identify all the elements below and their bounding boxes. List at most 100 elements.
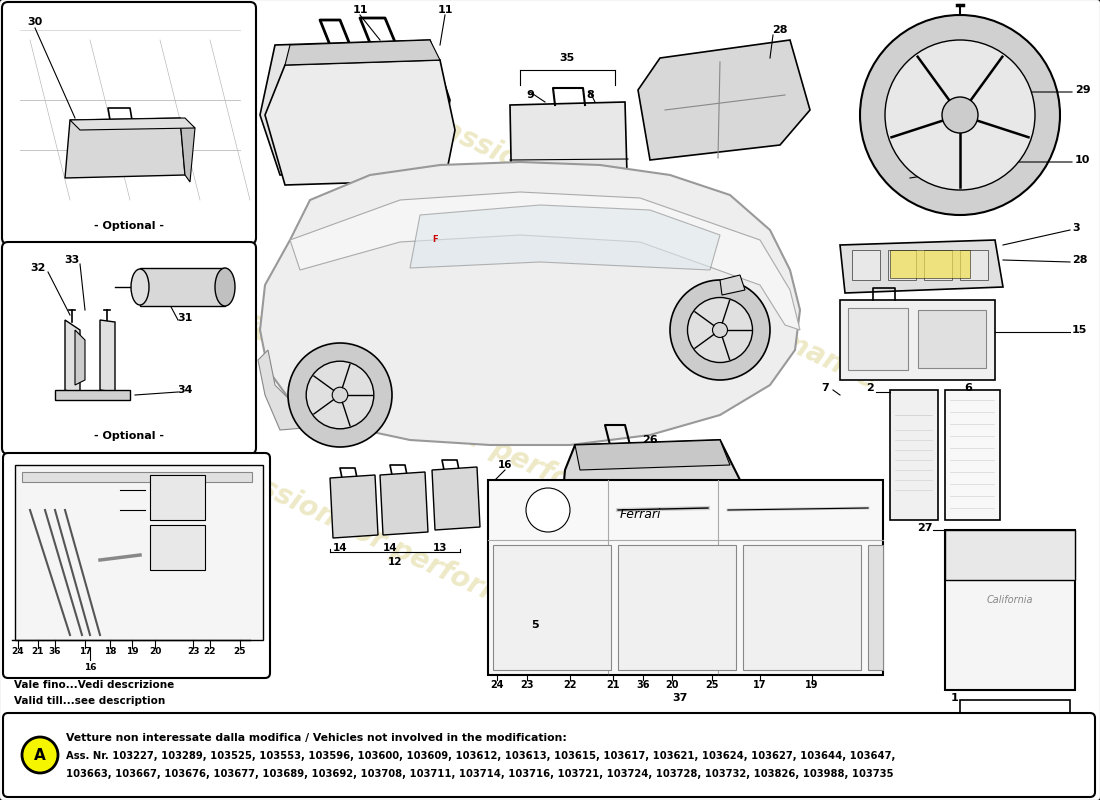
Text: 13: 13 — [432, 543, 448, 553]
Text: 14: 14 — [383, 543, 397, 553]
Polygon shape — [55, 390, 130, 400]
Bar — [15, 465, 263, 640]
Text: 21: 21 — [32, 647, 44, 657]
Text: passion for performance: passion for performance — [220, 456, 580, 644]
Polygon shape — [560, 440, 745, 570]
Text: 34: 34 — [177, 385, 192, 395]
Bar — [960, 700, 1070, 775]
Polygon shape — [510, 548, 530, 582]
Bar — [890, 250, 970, 278]
Text: Ferrari: Ferrari — [619, 509, 661, 522]
Ellipse shape — [131, 269, 149, 305]
Polygon shape — [258, 350, 340, 430]
Circle shape — [670, 280, 770, 380]
FancyBboxPatch shape — [2, 2, 256, 244]
Text: 29: 29 — [1075, 85, 1090, 95]
Text: 33: 33 — [65, 255, 79, 265]
Polygon shape — [290, 192, 800, 330]
Text: Vale fino...Vedi descrizione: Vale fino...Vedi descrizione — [14, 680, 174, 690]
Text: 23: 23 — [187, 647, 199, 657]
Polygon shape — [432, 467, 480, 530]
Bar — [924, 250, 952, 280]
Bar — [493, 545, 610, 670]
Text: - Optional -: - Optional - — [94, 221, 164, 231]
Text: 30: 30 — [28, 17, 43, 27]
Bar — [868, 545, 883, 670]
Circle shape — [860, 15, 1060, 215]
Text: 25: 25 — [233, 647, 246, 657]
Polygon shape — [720, 275, 745, 295]
Text: 24: 24 — [491, 680, 504, 690]
FancyBboxPatch shape — [3, 713, 1094, 797]
Polygon shape — [65, 320, 80, 395]
Polygon shape — [70, 118, 195, 130]
Text: 31: 31 — [177, 313, 192, 323]
Bar — [150, 475, 205, 520]
Polygon shape — [510, 102, 628, 213]
Bar — [22, 472, 252, 482]
Text: 16: 16 — [84, 663, 97, 673]
Text: passion for performance: passion for performance — [320, 356, 680, 544]
Text: 15: 15 — [1072, 325, 1088, 335]
Text: 35: 35 — [560, 53, 574, 63]
Bar — [945, 390, 1000, 520]
Text: Ass. Nr. 103227, 103289, 103525, 103553, 103596, 103600, 103609, 103612, 103613,: Ass. Nr. 103227, 103289, 103525, 103553,… — [66, 751, 895, 761]
Text: 22: 22 — [563, 680, 576, 690]
FancyBboxPatch shape — [3, 453, 270, 678]
Circle shape — [22, 737, 58, 773]
Text: 1: 1 — [950, 693, 958, 703]
Text: 23: 23 — [520, 680, 534, 690]
Text: 20: 20 — [666, 680, 679, 690]
Circle shape — [288, 343, 392, 447]
Text: F: F — [432, 235, 438, 245]
Circle shape — [713, 322, 727, 338]
Text: 7: 7 — [821, 383, 829, 393]
Bar — [888, 250, 916, 280]
Text: passion for performance: passion for performance — [120, 256, 480, 444]
Text: - Optional -: - Optional - — [94, 431, 164, 441]
Text: California: California — [987, 595, 1033, 605]
Text: 5: 5 — [531, 620, 539, 630]
Text: 32: 32 — [31, 263, 46, 273]
Polygon shape — [180, 118, 195, 182]
Text: 21: 21 — [606, 680, 619, 690]
Text: 28: 28 — [1072, 255, 1088, 265]
Text: 20: 20 — [148, 647, 162, 657]
Polygon shape — [65, 118, 185, 178]
Text: 24: 24 — [12, 647, 24, 657]
Text: 36: 36 — [636, 680, 650, 690]
Text: 103663, 103667, 103676, 103677, 103689, 103692, 103708, 103711, 103714, 103716, : 103663, 103667, 103676, 103677, 103689, … — [66, 769, 893, 779]
Text: 19: 19 — [805, 680, 818, 690]
Polygon shape — [575, 440, 730, 470]
Polygon shape — [410, 205, 720, 270]
Text: 19: 19 — [125, 647, 139, 657]
Circle shape — [526, 488, 570, 532]
Polygon shape — [945, 530, 1075, 580]
Polygon shape — [260, 40, 450, 175]
Bar — [140, 268, 225, 306]
Polygon shape — [330, 475, 378, 538]
Bar — [852, 250, 880, 280]
Text: passion for performance: passion for performance — [520, 206, 880, 394]
Text: 9: 9 — [526, 90, 534, 100]
Text: 22: 22 — [204, 647, 217, 657]
Polygon shape — [379, 472, 428, 535]
Bar — [890, 390, 938, 520]
Circle shape — [688, 298, 752, 362]
Text: 10: 10 — [1075, 155, 1090, 165]
Bar — [960, 250, 988, 280]
Text: 18: 18 — [103, 647, 117, 657]
Text: 17: 17 — [79, 647, 91, 657]
Text: 26: 26 — [642, 435, 658, 445]
Bar — [840, 300, 996, 380]
Text: 37: 37 — [672, 693, 688, 703]
Polygon shape — [265, 60, 455, 185]
Bar — [150, 525, 205, 570]
Text: passion for performance: passion for performance — [420, 106, 780, 294]
Ellipse shape — [214, 268, 235, 306]
Text: 3: 3 — [1072, 223, 1079, 233]
Text: Valid till...see description: Valid till...see description — [14, 696, 165, 706]
Bar — [918, 310, 986, 368]
Text: 12: 12 — [387, 557, 403, 567]
Text: 28: 28 — [772, 25, 788, 35]
